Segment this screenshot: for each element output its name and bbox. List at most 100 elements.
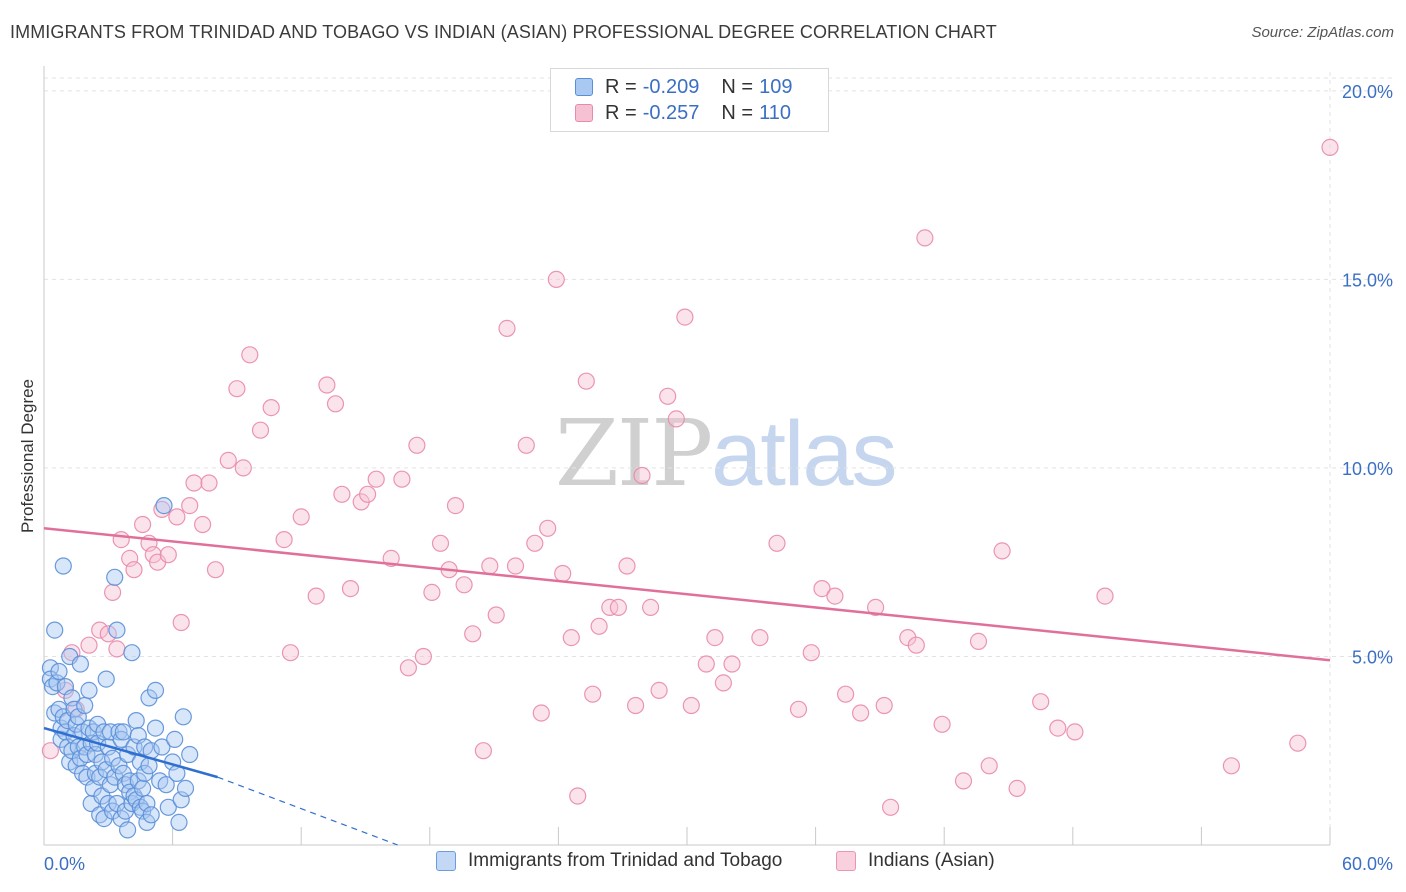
point-indians-asian xyxy=(1066,723,1084,741)
point-indians-asian xyxy=(532,704,550,722)
point-indians-asian xyxy=(414,647,432,666)
point-indians-asian xyxy=(91,621,109,639)
point-indians-asian xyxy=(659,387,677,405)
axes xyxy=(43,66,1331,846)
y-tick-label: 5.0% xyxy=(1352,647,1393,667)
point-indians-asian xyxy=(554,564,572,583)
point-indians-asian xyxy=(1222,757,1241,775)
legend-n-value: 109 xyxy=(759,75,793,98)
legend-n-value: 110 xyxy=(759,101,791,124)
point-indians-asian xyxy=(487,606,505,624)
legend-swatch-pink xyxy=(575,104,593,122)
point-indians-asian xyxy=(455,576,473,594)
point-trinidad-tobago xyxy=(97,670,115,688)
point-indians-asian xyxy=(1032,693,1050,711)
legend-swatch-blue xyxy=(436,851,456,871)
point-trinidad-tobago xyxy=(155,497,173,515)
point-indians-asian xyxy=(281,644,300,662)
point-indians-asian xyxy=(200,474,218,492)
point-indians-asian xyxy=(539,519,557,537)
point-indians-asian xyxy=(181,497,199,515)
point-indians-asian xyxy=(980,757,998,775)
point-indians-asian xyxy=(474,742,492,760)
point-indians-asian xyxy=(251,421,270,439)
point-indians-asian xyxy=(706,628,724,647)
point-indians-asian xyxy=(667,410,685,428)
x-tick-label: 0.0% xyxy=(44,854,85,874)
point-trinidad-tobago xyxy=(142,806,160,824)
point-indians-asian xyxy=(577,372,595,390)
point-indians-asian xyxy=(954,772,973,790)
legend-r-value: -0.257 xyxy=(642,101,700,124)
point-indians-asian xyxy=(723,655,741,673)
point-trinidad-tobago xyxy=(127,711,145,730)
point-trinidad-tobago xyxy=(146,719,165,737)
point-indians-asian xyxy=(1049,719,1067,737)
point-indians-asian xyxy=(194,515,212,534)
point-indians-asian xyxy=(172,613,190,632)
point-indians-asian xyxy=(275,530,293,549)
point-indians-asian xyxy=(768,534,786,552)
point-indians-asian xyxy=(80,636,98,654)
y-tick-label: 15.0% xyxy=(1342,270,1393,290)
point-indians-asian xyxy=(103,583,122,602)
point-indians-asian xyxy=(367,470,385,488)
point-trinidad-tobago xyxy=(170,813,188,832)
point-trinidad-tobago xyxy=(176,779,195,798)
point-indians-asian xyxy=(626,696,645,715)
point-indians-asian xyxy=(307,587,325,605)
point-indians-asian xyxy=(333,485,351,503)
point-indians-asian xyxy=(547,270,565,288)
point-trinidad-tobago xyxy=(50,662,68,681)
legend-swatch-pink xyxy=(836,851,856,871)
point-trinidad-tobago xyxy=(108,621,126,639)
point-indians-asian xyxy=(916,229,934,247)
point-indians-asian xyxy=(159,546,177,564)
point-indians-asian xyxy=(751,628,769,647)
point-indians-asian xyxy=(590,617,608,635)
point-trinidad-tobago xyxy=(46,621,64,639)
series-indians-asian-points xyxy=(41,138,1339,816)
point-indians-asian xyxy=(584,685,602,703)
point-indians-asian xyxy=(851,704,870,722)
watermark-atlas: atlas xyxy=(711,403,897,505)
point-indians-asian xyxy=(697,655,715,673)
watermark: ZIPatlas xyxy=(555,400,898,507)
trend-lines xyxy=(43,527,1331,846)
point-indians-asian xyxy=(318,376,336,394)
point-indians-asian xyxy=(1321,138,1339,156)
point-indians-asian xyxy=(168,508,186,526)
point-trinidad-tobago xyxy=(118,821,137,839)
point-indians-asian xyxy=(99,625,117,643)
legend-label-indians: Indians (Asian) xyxy=(868,850,995,871)
point-indians-asian xyxy=(121,549,139,568)
point-indians-asian xyxy=(1289,734,1307,752)
point-indians-asian xyxy=(399,659,417,677)
point-indians-asian xyxy=(185,474,203,492)
legend-n-label: N = xyxy=(721,75,754,98)
point-indians-asian xyxy=(802,644,820,662)
chart-title: IMMIGRANTS FROM TRINIDAD AND TOBAGO VS I… xyxy=(10,22,997,42)
tick-labels: 5.0% 10.0% 15.0% 20.0% 0.0% 60.0% xyxy=(44,82,1393,874)
legend-swatch-blue xyxy=(575,78,593,96)
point-indians-asian xyxy=(569,787,587,805)
point-indians-asian xyxy=(481,557,499,575)
point-indians-asian xyxy=(41,742,60,760)
point-indians-asian xyxy=(408,436,426,454)
point-indians-asian xyxy=(125,561,143,579)
legend-r-label: R = xyxy=(605,101,637,124)
point-indians-asian xyxy=(423,583,441,602)
legend-label-trinidad: Immigrants from Trinidad and Tobago xyxy=(468,850,783,871)
point-indians-asian xyxy=(326,395,345,413)
point-indians-asian xyxy=(641,598,660,617)
point-trinidad-tobago xyxy=(153,738,171,756)
point-indians-asian xyxy=(826,587,844,605)
point-trinidad-tobago xyxy=(181,745,199,764)
point-indians-asian xyxy=(262,399,280,417)
point-indians-asian xyxy=(650,681,668,700)
point-indians-asian xyxy=(241,346,259,364)
point-trinidad-tobago xyxy=(138,794,156,813)
legend-n-label: N = xyxy=(721,101,754,124)
point-indians-asian xyxy=(108,640,126,658)
point-trinidad-tobago xyxy=(54,557,72,575)
